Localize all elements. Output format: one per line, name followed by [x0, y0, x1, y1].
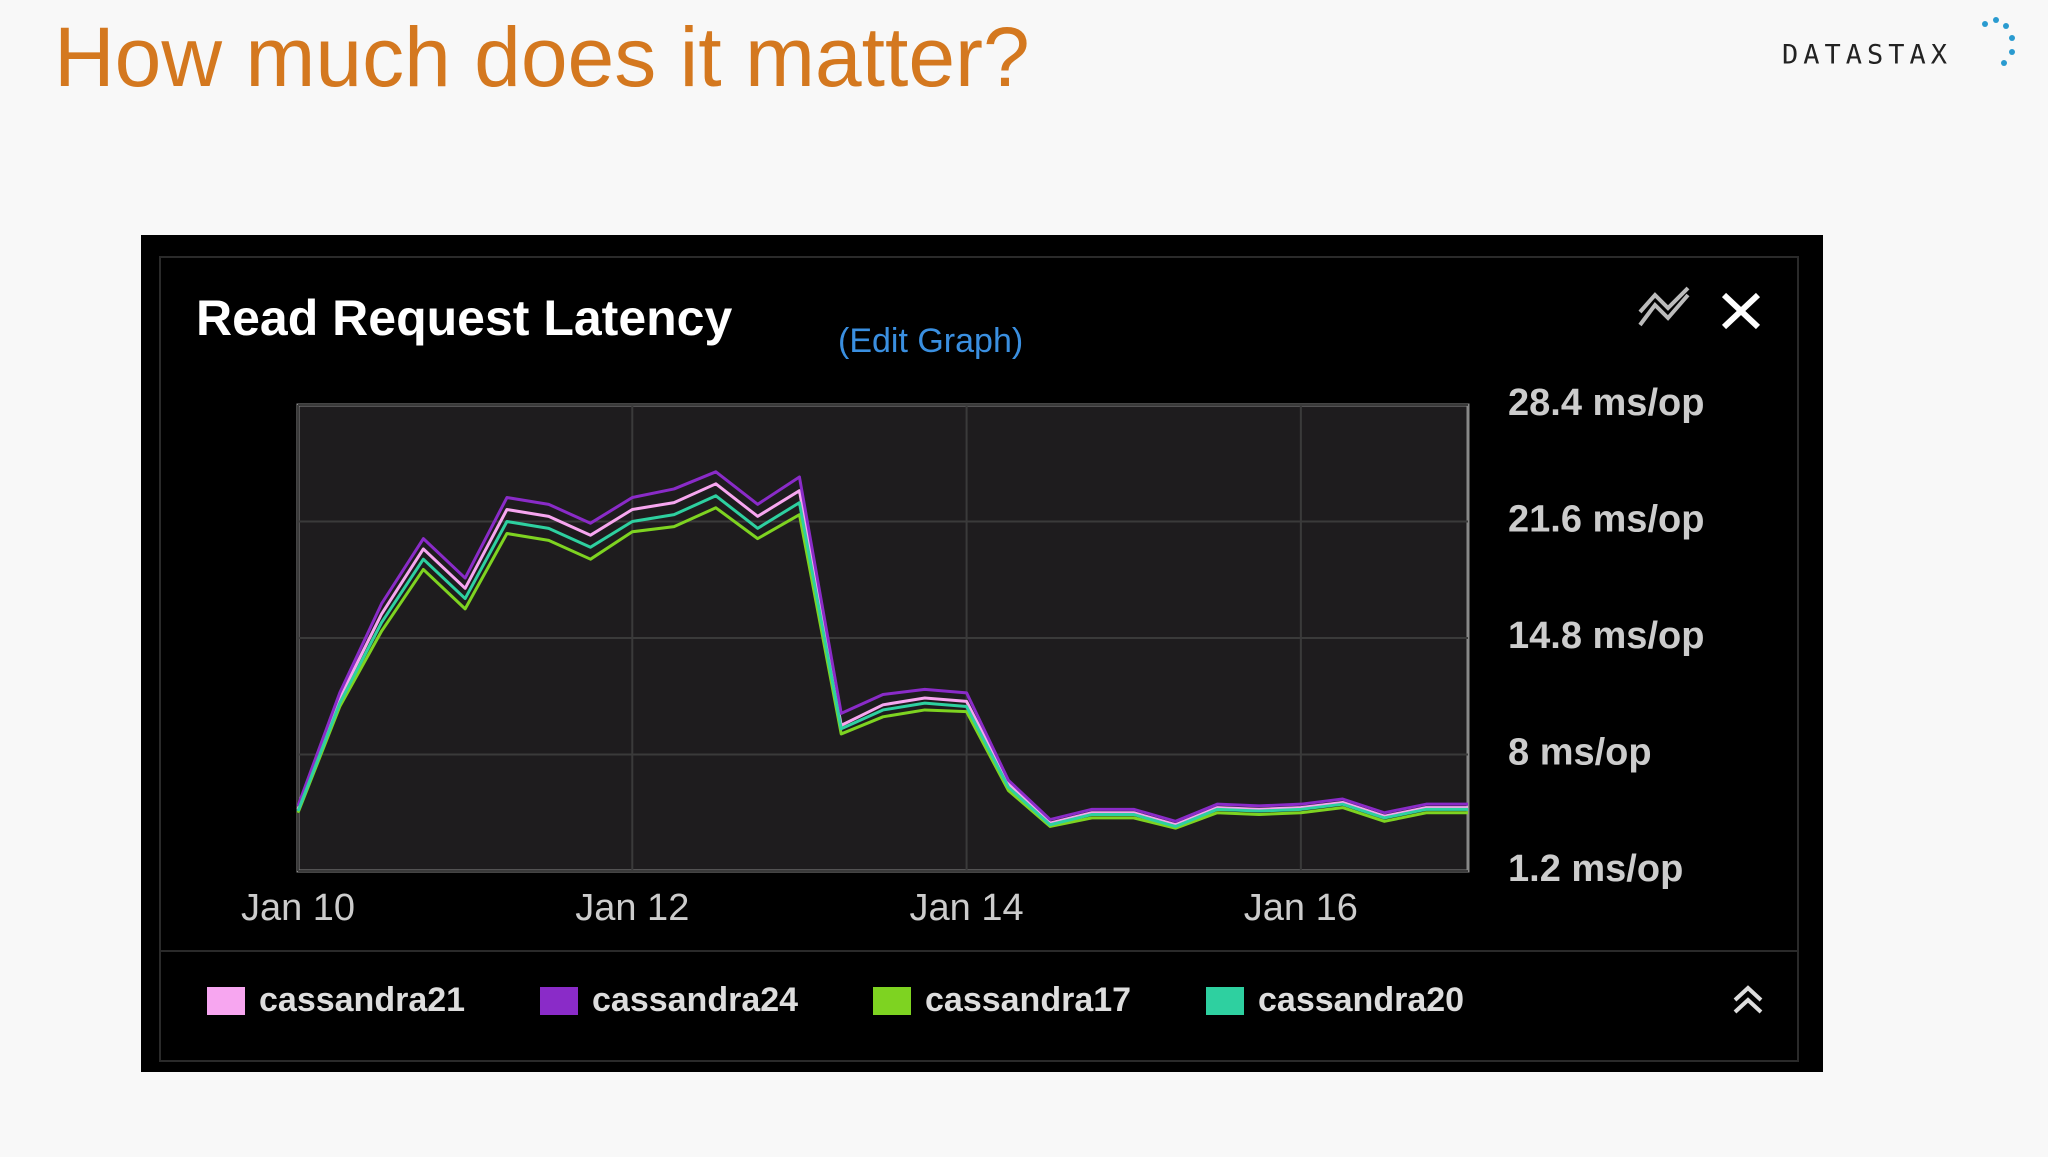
slide-title: How much does it matter?	[54, 10, 1030, 104]
x-tick-label: Jan 12	[575, 887, 689, 929]
legend-swatch	[1206, 987, 1244, 1015]
x-tick-label: Jan 16	[1244, 887, 1358, 929]
series-line	[296, 470, 1468, 823]
chart-title: Read Request Latency	[196, 290, 732, 346]
logo: DATASTAX	[1782, 40, 1952, 71]
legend-label: cassandra21	[259, 981, 465, 1019]
legend-swatch	[207, 987, 245, 1015]
legend-swatch	[873, 987, 911, 1015]
y-tick-label: 28.4 ms/op	[1508, 382, 1704, 424]
close-icon[interactable]	[1721, 292, 1761, 330]
series-line	[296, 506, 1468, 830]
chart-type-icon[interactable]	[1638, 286, 1690, 327]
legend-swatch	[540, 987, 578, 1015]
logo-dots	[1982, 17, 2015, 66]
edit-graph-link[interactable]: (Edit Graph)	[838, 322, 1023, 360]
series-line	[296, 482, 1468, 827]
y-tick-label: 21.6 ms/op	[1508, 499, 1704, 541]
y-tick-label: 14.8 ms/op	[1508, 615, 1704, 657]
legend-label: cassandra20	[1258, 981, 1464, 1019]
legend-label: cassandra24	[592, 981, 798, 1019]
panel-frame	[159, 256, 1799, 1062]
y-tick-label: 1.2 ms/op	[1508, 848, 1683, 890]
series-line	[296, 494, 1468, 828]
x-tick-label: Jan 14	[910, 887, 1024, 929]
collapse-icon[interactable]	[1733, 985, 1763, 1014]
legend-label: cassandra17	[925, 981, 1131, 1019]
y-tick-label: 8 ms/op	[1508, 732, 1652, 774]
x-tick-label: Jan 10	[241, 887, 355, 929]
